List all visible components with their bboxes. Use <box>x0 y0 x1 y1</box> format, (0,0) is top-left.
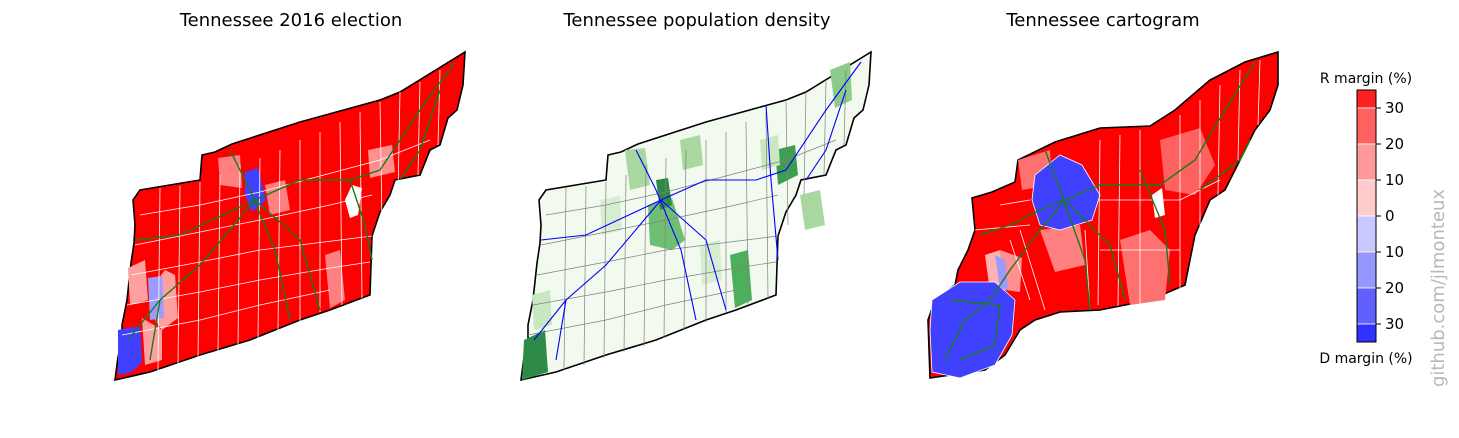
county-density-high <box>775 145 798 185</box>
watermark: github.com/jlmonteux <box>1428 189 1449 387</box>
colorbar-bottom-label: D margin (%) <box>1319 351 1412 367</box>
cartogram-title: Tennessee cartogram <box>1005 10 1199 31</box>
colorbar-bin <box>1356 323 1377 343</box>
density-highways <box>533 61 862 361</box>
cartogram-panel: Tennessee cartogram <box>927 10 1279 379</box>
density-county-borders <box>527 69 847 371</box>
county-density-low <box>532 290 552 330</box>
county-density-medium <box>625 148 650 190</box>
cartogram-highways <box>944 61 1256 361</box>
density-map-outline <box>520 50 872 382</box>
county-margin-lean-r <box>128 260 148 305</box>
county-margin-lean-d <box>345 185 362 218</box>
county-margin-lean-r <box>218 155 242 188</box>
colorbar-bins <box>1356 89 1377 343</box>
colorbar-top-label: R margin (%) <box>1320 71 1412 87</box>
colorbar-tick-label: 20 <box>1385 279 1404 297</box>
county-margin-lean-r <box>1040 225 1085 272</box>
county-margin-lean-d <box>995 255 1008 290</box>
county-margin-lean-r <box>1160 128 1215 195</box>
county-density-medium <box>800 190 825 230</box>
colorbar-bin <box>1356 107 1377 145</box>
county-margin-strong-d <box>118 326 142 375</box>
county-density-medium <box>680 135 703 170</box>
cartogram-lighter-regions <box>985 128 1215 305</box>
density-shaded-counties <box>522 62 852 380</box>
colorbar-tick-label: 10 <box>1385 243 1404 261</box>
election-map-panel: Tennessee 2016 election <box>114 10 466 382</box>
colorbar-bin <box>1356 215 1377 253</box>
density-map-title: Tennessee population density <box>562 10 830 31</box>
colorbar-bin <box>1356 251 1377 289</box>
county-margin-lean-r <box>325 250 345 308</box>
colorbar-bin <box>1356 287 1377 325</box>
colorbar: R margin (%) 30 20 10 0 10 20 30 D margin (%) <box>1319 71 1412 367</box>
colorbar-tick-label: 30 <box>1385 99 1404 117</box>
colorbar-bin <box>1356 179 1377 217</box>
county-margin-lean-d <box>1152 188 1165 218</box>
colorbar-tick-label: 20 <box>1385 135 1404 153</box>
density-map-panel: Tennessee population density <box>520 10 872 382</box>
colorbar-bin <box>1356 89 1377 109</box>
county-margin-lean-r <box>1120 230 1170 305</box>
election-county-borders <box>121 69 441 371</box>
election-map-outline <box>114 50 466 382</box>
county-margin-strong-d <box>1031 154 1101 231</box>
colorbar-tick-label: 30 <box>1385 315 1404 333</box>
colorbar-bin <box>1356 143 1377 181</box>
election-highways <box>127 61 456 361</box>
county-margin-lean-r <box>368 145 395 178</box>
county-margin-strong-d <box>929 281 1016 379</box>
election-map-title: Tennessee 2016 election <box>179 10 403 31</box>
county-margin-lean-r <box>142 318 162 365</box>
county-margin-strong-d <box>245 168 266 212</box>
colorbar-tick-label: 0 <box>1385 207 1395 225</box>
county-density-high <box>730 250 752 308</box>
colorbar-tick-label: 10 <box>1385 171 1404 189</box>
county-density-low <box>700 240 722 285</box>
county-density-low <box>760 135 780 170</box>
county-density-very-high <box>522 330 548 380</box>
colorbar-ticks: 30 20 10 0 10 20 30 <box>1376 99 1404 333</box>
